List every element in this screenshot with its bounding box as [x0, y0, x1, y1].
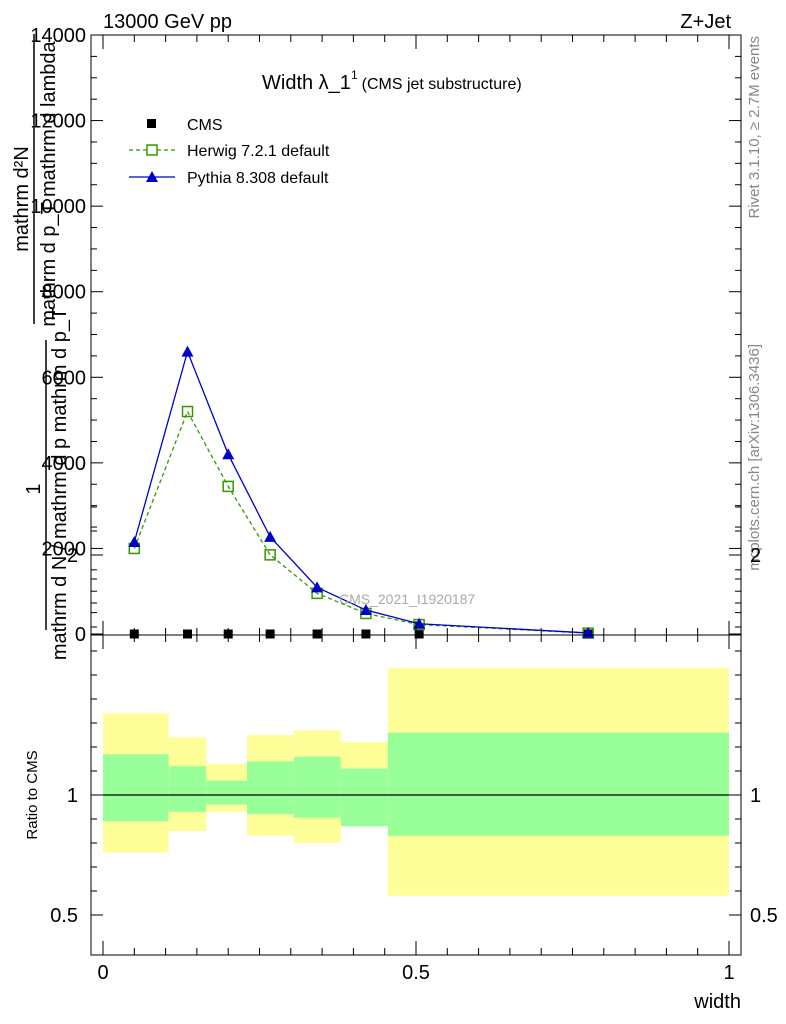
ratio-band-inner	[168, 766, 207, 812]
title-subtitle: (CMS jet substructure)	[362, 76, 522, 93]
series-line-2	[133, 349, 589, 634]
legend-herwig-label: Herwig 7.2.1 default	[187, 143, 330, 160]
main-ytick-label: 14000	[30, 25, 86, 47]
ratio-band-inner	[246, 761, 294, 815]
ratio-band-inner	[387, 732, 729, 836]
main-ytick-label: 4000	[42, 453, 87, 475]
ylabel-numerator: 1	[23, 483, 45, 494]
herwig-point	[181, 405, 194, 418]
herwig-point	[222, 480, 234, 493]
ylabel-top-numerator: mathrm d²N	[11, 146, 33, 252]
ylabel-denominator: mathrm d N / mathrm d p mathrm d p_T	[49, 308, 71, 660]
main-ytick-label: 0	[75, 624, 86, 646]
ratio-band-inner	[293, 756, 341, 818]
cms-point	[183, 629, 193, 639]
ratio-band-inner	[340, 768, 388, 827]
ratio-band-inner	[206, 780, 247, 805]
main-ytick-label: 8000	[42, 282, 87, 304]
xtick-label: 1	[723, 962, 734, 984]
series-line-1	[133, 409, 589, 634]
xtick-label: 0	[97, 962, 108, 984]
ratio-ytick-label: 0.5	[50, 905, 78, 927]
analysis-label: CMS_2021_I1920187	[339, 591, 475, 607]
legend-cms-marker	[147, 119, 156, 128]
main-ylabel: 1 mathrm d N / mathrm d p mathrm d p_T m…	[11, 34, 71, 660]
ratio-ylabel: Ratio to CMS	[24, 750, 41, 839]
legend-cms-label: CMS	[187, 117, 223, 134]
legend: CMS Herwig 7.2.1 default Pythia 8.308 de…	[129, 117, 330, 187]
ratio-ytick-label: 1	[67, 785, 78, 807]
cms-point	[312, 629, 322, 639]
pythia-point	[264, 530, 277, 542]
title-main: Width λ_1	[262, 72, 351, 94]
chart-title: Width λ_11 (CMS jet substructure)	[262, 68, 522, 94]
energy-label: 13000 GeV pp	[103, 11, 232, 33]
ratio-ytick-label-right: 2	[750, 545, 761, 567]
legend-herwig-marker	[146, 144, 158, 156]
ratio-band-inner	[103, 754, 169, 822]
main-ytick-label: 6000	[42, 367, 87, 389]
legend-pythia-label: Pythia 8.308 default	[187, 170, 329, 187]
legend-pythia-marker	[146, 171, 158, 182]
title-superscript: 1	[351, 68, 358, 82]
ratio-ytick-label-right: 1	[750, 785, 761, 807]
ylabel-top-denominator: mathrm d p_T mathrm d lambda	[38, 40, 60, 326]
process-label: Z+Jet	[680, 11, 731, 33]
pythia-point	[359, 604, 372, 616]
xtick-label: 0.5	[402, 962, 430, 984]
cms-point	[265, 629, 275, 639]
mcplots-label: mcplots.cern.ch [arXiv:1306.3436]	[746, 344, 763, 571]
ratio-panel: 0.5 0.5 1 1 2 2 0 0.5 1 Ratio to CMS width	[24, 506, 778, 1013]
cms-point	[414, 629, 424, 639]
x-axis-label: width	[693, 991, 741, 1013]
cms-point	[361, 629, 371, 639]
rivet-label: Rivet 3.1.10, ≥ 2.7M events	[746, 36, 763, 219]
main-panel: 0 2000 4000 6000 8000 10000 12000 14000 Width λ…	[11, 25, 742, 660]
pythia-point	[181, 345, 194, 357]
main-ytick-label: 12000	[30, 111, 86, 133]
pythia-point	[311, 581, 324, 593]
ratio-ytick-label: 2	[67, 545, 78, 567]
main-ytick-label: 10000	[30, 196, 86, 218]
pythia-point	[128, 536, 141, 548]
ratio-ytick-label-right: 0.5	[750, 905, 778, 927]
main-ytick-label: 2000	[42, 538, 87, 560]
herwig-point	[264, 549, 276, 561]
pythia-point	[222, 448, 235, 460]
